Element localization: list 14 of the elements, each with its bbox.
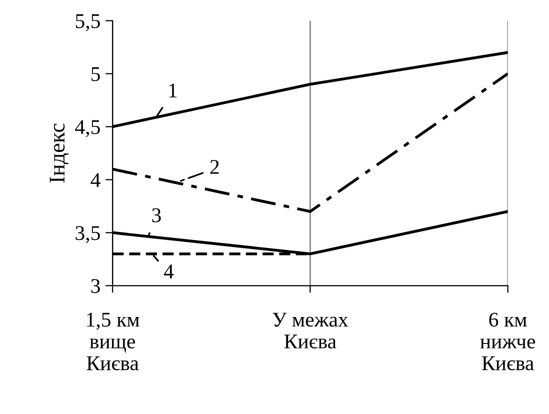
y-tick-label: 3,5: [76, 226, 100, 244]
legend-label: 2: [210, 160, 219, 174]
y-tick-label: 5: [92, 67, 100, 82]
x-tick-label: У межах Києва: [272, 312, 348, 348]
y-tick-label: 4,5: [75, 120, 100, 138]
y-tick-label: 3: [91, 279, 100, 294]
legend-label: 4: [164, 264, 174, 278]
y-tick-label: 4: [90, 173, 100, 187]
y-tick-label: 5,5: [76, 14, 100, 32]
series-label: 1: [169, 84, 177, 98]
x-tick-label: 1,5 км вище Києва: [86, 312, 140, 370]
x-tick-label: 6 км нижче Києва: [480, 312, 536, 370]
series-label: 3: [152, 208, 161, 222]
y-axis-title: Індекс: [50, 124, 69, 183]
